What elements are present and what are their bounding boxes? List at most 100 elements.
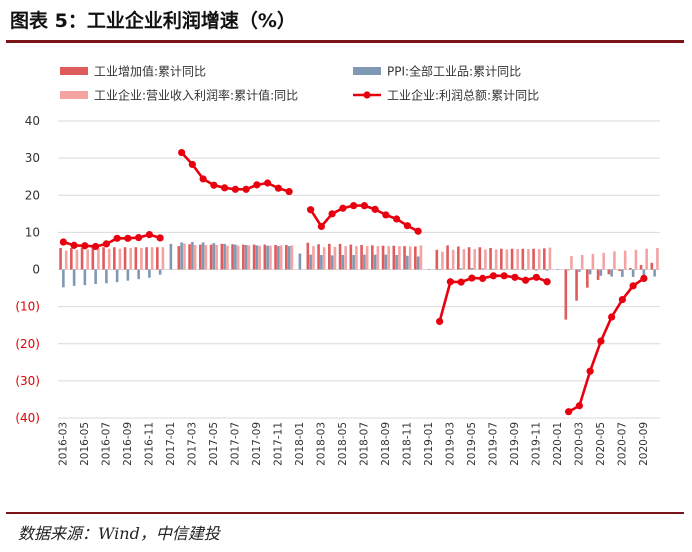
bar-ppi [341, 255, 345, 270]
bar-ppi [330, 255, 334, 270]
bar-revenue-profit-rate [344, 246, 347, 270]
x-tick-label: 2020-09 [638, 422, 650, 466]
profit-point [307, 206, 315, 214]
bar-value-added [650, 262, 654, 270]
bar-revenue-profit-rate [204, 244, 208, 270]
bar-ppi [459, 268, 463, 270]
bar-ppi [427, 269, 431, 270]
bar-revenue-profit-rate [226, 245, 229, 270]
bar-value-added [317, 244, 320, 270]
bar-revenue-profit-rate [527, 249, 530, 270]
y-tick-label: (10) [15, 300, 40, 314]
x-tick-label: 2018-11 [401, 422, 413, 466]
profit-point [382, 211, 390, 219]
profit-point [285, 187, 293, 196]
bar-ppi [567, 269, 570, 271]
bar-value-added [521, 248, 525, 270]
profit-point [264, 179, 272, 187]
bar-revenue-profit-rate [312, 246, 315, 270]
bar-value-added [639, 265, 643, 270]
bar-ppi [588, 269, 592, 275]
profit-line-segment [567, 277, 645, 413]
bar-value-added [618, 269, 621, 271]
x-tick-label: 2019-01 [423, 422, 435, 466]
y-tick-label: (40) [15, 411, 40, 425]
bar-ppi [363, 254, 366, 270]
bar-revenue-profit-rate [279, 245, 283, 270]
source-note: 数据来源：Wind，中信建投 [18, 524, 220, 543]
profit-point [210, 181, 218, 189]
bar-value-added [177, 246, 181, 270]
bar-ppi [105, 269, 108, 284]
profit-point [457, 278, 465, 286]
profit-line [59, 148, 648, 416]
profit-point [640, 274, 648, 283]
profit-point [511, 273, 519, 281]
bar-revenue-profit-rate [150, 247, 154, 270]
bar-revenue-profit-rate [537, 249, 541, 270]
bar-revenue-profit-rate [591, 253, 595, 270]
bar-revenue-profit-rate [107, 248, 111, 270]
bar-revenue-profit-rate [623, 250, 627, 270]
bar-ppi [62, 269, 65, 288]
bar-ppi [513, 269, 517, 271]
bar-ppi [94, 269, 97, 284]
bar-ppi [535, 269, 538, 271]
bar-value-added [586, 269, 589, 288]
bar-ppi [277, 246, 280, 270]
legend-marker [363, 91, 371, 99]
bar-revenue-profit-rate [451, 249, 455, 270]
bar-ppi [395, 255, 398, 270]
bar-value-added [338, 243, 342, 270]
x-tick-label: 2020-03 [573, 422, 585, 466]
profit-point [522, 276, 530, 284]
legend-label: 工业增加值:累计同比 [94, 64, 206, 79]
x-tick-label: 2019-05 [466, 422, 478, 466]
bar-revenue-profit-rate [602, 252, 605, 270]
bar-revenue-profit-rate [494, 249, 498, 270]
bar-ppi [244, 244, 248, 270]
bar-ppi [72, 269, 76, 286]
chart-title: 图表 5：工业企业利润增速（%） [10, 10, 296, 32]
bar-value-added [467, 247, 471, 270]
x-tick-label: 2020-07 [616, 422, 628, 466]
bar-ppi [416, 256, 420, 270]
bar-value-added [575, 269, 578, 301]
profit-point [199, 175, 207, 183]
x-tick-label: 2018-09 [380, 422, 392, 466]
profit-point [339, 204, 347, 212]
bar-ppi [352, 255, 355, 270]
bar-ppi [492, 268, 495, 270]
bar-ppi [223, 243, 226, 270]
bar-value-added [489, 247, 492, 270]
bar-revenue-profit-rate [183, 243, 186, 270]
bar-revenue-profit-rate [269, 245, 272, 270]
profit-point [242, 185, 250, 193]
x-tick-label: 2020-05 [595, 422, 607, 466]
bar-ppi [524, 269, 527, 271]
profit-point [479, 274, 487, 283]
x-tick-label: 2018-07 [358, 422, 370, 466]
bar-revenue-profit-rate [580, 255, 584, 270]
bar-value-added [532, 248, 535, 270]
bar-revenue-profit-rate [64, 250, 68, 270]
y-tick-label: 40 [25, 114, 40, 128]
bar-revenue-profit-rate [355, 246, 358, 270]
profit-point [414, 227, 422, 235]
profit-point [92, 242, 100, 251]
y-tick-label: (20) [15, 337, 40, 351]
profit-point [500, 272, 508, 280]
legend: 工业增加值:累计同比 PPI:全部工业品:累计同比工业企业:营业收入利润率:累计值… [60, 64, 539, 103]
bar-ppi [545, 269, 549, 271]
bar-value-added [252, 244, 256, 270]
bar-value-added [145, 247, 148, 270]
x-tick-label: 2016-09 [122, 422, 134, 466]
bar-revenue-profit-rate [570, 256, 573, 270]
profit-point [188, 160, 196, 169]
profit-point [135, 233, 143, 242]
bar-value-added [414, 246, 417, 270]
profit-point [156, 234, 164, 242]
bar-ppi [481, 268, 484, 270]
x-tick-label: 2017-03 [186, 422, 198, 466]
profit-point [543, 278, 551, 286]
